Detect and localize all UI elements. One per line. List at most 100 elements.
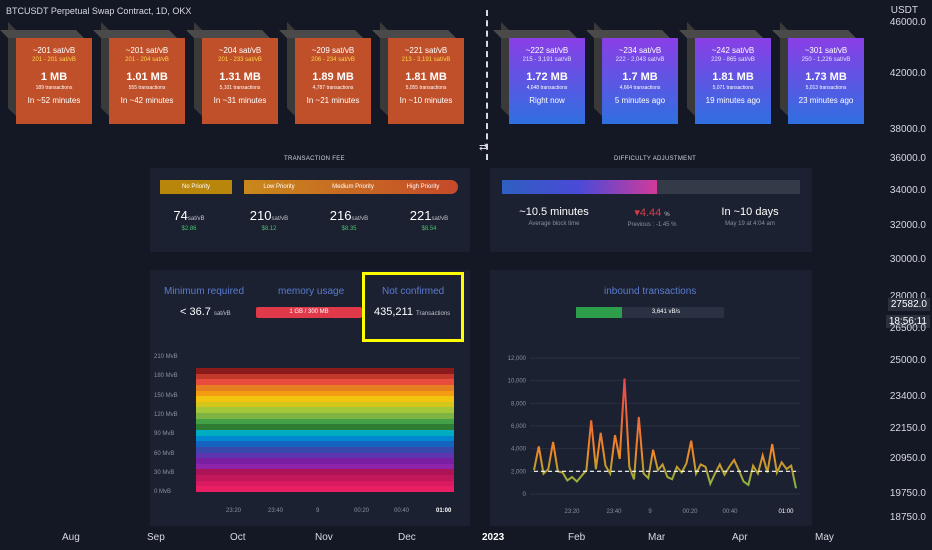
mined-block-0[interactable]: ~222 sat/vB 215 - 3,191 sat/vB 1.72 MB 4,64… [493, 22, 585, 124]
fee-value: 216 [329, 208, 352, 223]
mempool-y-tick: 210 MvB [154, 354, 178, 360]
price-tick: 46000.0 [889, 17, 926, 28]
block-top [586, 30, 670, 38]
fee-stat-0: 74sat/vB $2.86 [154, 208, 224, 232]
mempool-band [196, 373, 454, 380]
block-top [493, 30, 577, 38]
inbound-rate-fill [576, 307, 622, 318]
time-tick: Mar [648, 532, 666, 543]
difficulty-change-value: 4.44 [639, 207, 662, 219]
fee-unit: sat/vB [431, 216, 449, 222]
price-tick: 38000.0 [889, 124, 926, 135]
pending-block-3[interactable]: ~209 sat/vB 206 - 234 sat/vB 1.89 MB 4,787 … [279, 22, 371, 124]
high-priority-chip: High Priority [406, 184, 440, 190]
inbound-x-tick: 00:40 [722, 509, 738, 515]
mempool-band [196, 430, 454, 437]
mempool-band [196, 379, 454, 386]
fee-usd: $8.12 [261, 226, 277, 232]
price-axis[interactable]: 46000.0 42000.0 38000.0 36000.0 34000.0 32000… [884, 0, 932, 530]
difficulty-title: DIFFICULTY ADJUSTMENT [614, 156, 697, 162]
mempool-band [196, 368, 454, 375]
time-tick: Feb [568, 532, 586, 543]
price-tick: 32000.0 [889, 220, 926, 231]
block-fee: ~301 sat/vB [804, 46, 848, 55]
mempool-band [196, 463, 454, 470]
inbound-series-line [533, 378, 797, 489]
price-tick: 28000.0 [889, 291, 926, 302]
block-time: In ~21 minutes [306, 96, 360, 105]
block-top [372, 30, 456, 38]
mined-block-3[interactable]: ~301 sat/vB 250 - 1,226 sat/vB 1.73 MB 5,01… [772, 22, 864, 124]
pending-block-1[interactable]: ~201 sat/vB 201 - 204 sat/vB 1.01 MB 555 tr… [93, 22, 185, 124]
block-tx-count: 5,071 transactions [712, 85, 754, 91]
pending-block-0[interactable]: ~201 sat/vB 201 - 201 sat/vB 1 MB 189 trans… [0, 22, 92, 124]
mempool-x-tick: 23:20 [226, 508, 242, 514]
memory-usage-label: memory usage [278, 286, 345, 297]
block-face: ~201 sat/vB 201 - 204 sat/vB 1.01 MB 555 tr… [109, 38, 185, 124]
inbound-chart: 12,000 10,000 8,000 6,000 4,000 2,000 0 23:20 23… [508, 356, 800, 515]
block-fee-range: 215 - 3,191 sat/vB [522, 57, 572, 63]
block-size: 1.31 MB [219, 71, 261, 83]
mempool-y-tick: 120 MvB [154, 411, 178, 418]
block-fee-range: 222 - 2,043 sat/vB [615, 57, 665, 63]
block-time: In ~42 minutes [120, 96, 174, 105]
mempool-band [196, 435, 454, 442]
inbound-panel: inbound transactions 3,641 vB/s 12,000 10… [490, 270, 812, 526]
mempool-x-tick: 00:20 [354, 508, 370, 514]
inbound-y-tick: 8,000 [511, 401, 527, 407]
block-face: ~201 sat/vB 201 - 201 sat/vB 1 MB 189 trans… [16, 38, 92, 124]
price-tick: 22150.0 [889, 423, 926, 434]
next-adjustment-date: May 19 at 4:04 am [725, 221, 775, 227]
difficulty-panel: DIFFICULTY ADJUSTMENT ~10.5 minutes Aver… [490, 156, 812, 252]
time-tick: Aug [62, 532, 80, 543]
block-time: 5 minutes ago [614, 96, 666, 105]
time-tick: Nov [315, 532, 333, 543]
highlight-box [362, 272, 464, 342]
mempool-band [196, 441, 454, 448]
block-fee: ~209 sat/vB [311, 46, 355, 55]
fee-value: 221 [409, 208, 432, 223]
block-size: 1.7 MB [622, 71, 658, 83]
swap-arrows-icon[interactable]: ⇄ [479, 142, 488, 153]
mined-block-2[interactable]: ~242 sat/vB 229 - 865 sat/vB 1.81 MB 5,071 … [679, 22, 771, 124]
mempool-band [196, 469, 454, 476]
mempool-y-tick: 60 MvB [154, 450, 175, 457]
transaction-fee-panel: TRANSACTION FEE No Priority Low Priority… [150, 156, 470, 252]
block-fee: ~201 sat/vB [125, 46, 169, 55]
time-axis[interactable]: Aug Sep Oct Nov Dec 2023 Feb Mar Apr May [0, 528, 932, 550]
last-price-badge: 27582.0 [887, 298, 930, 311]
mempool-x-tick: 9 [316, 508, 320, 514]
mempool-band [196, 475, 454, 482]
mempool-y-tick: 90 MvB [154, 431, 175, 438]
avg-block-time-label: Average block time [528, 221, 580, 227]
price-tick: 30000.0 [889, 254, 926, 265]
transaction-fee-title: TRANSACTION FEE [284, 156, 345, 162]
pending-block-4[interactable]: ~221 sat/vB 213 - 3,191 sat/vB 1.81 MB 5,05… [372, 22, 464, 124]
not-confirmed-value: 435,211 [374, 306, 413, 318]
difficulty-change-unit: % [664, 212, 670, 218]
price-tick: 23400.0 [889, 391, 926, 402]
block-fee-range: 229 - 865 sat/vB [711, 57, 755, 63]
block-fee-range: 250 - 1,226 sat/vB [801, 57, 851, 63]
block-size: 1.73 MB [805, 71, 847, 83]
block-time: In ~52 minutes [27, 96, 81, 105]
block-face: ~222 sat/vB 215 - 3,191 sat/vB 1.72 MB 4,64… [509, 38, 585, 124]
inbound-rate-value: 3,641 vB/s [651, 309, 681, 315]
pending-block-2[interactable]: ~204 sat/vB 201 - 233 sat/vB 1.31 MB 5,101 … [186, 22, 278, 124]
block-tx-count: 555 transactions [128, 85, 166, 91]
block-face: ~204 sat/vB 201 - 233 sat/vB 1.31 MB 5,101 … [202, 38, 278, 124]
mempool-x-tick: 00:40 [394, 508, 410, 514]
time-tick: Apr [732, 532, 748, 543]
block-fee-range: 201 - 233 sat/vB [218, 57, 262, 63]
mempool-x-tick: 01:00 [436, 508, 452, 514]
inbound-x-tick: 00:20 [682, 509, 698, 515]
block-time: In ~10 minutes [399, 96, 453, 105]
mempool-band [196, 480, 454, 487]
block-size: 1.89 MB [312, 71, 354, 83]
fee-usd: $8.54 [421, 226, 437, 232]
not-confirmed-label: Not confirmed [382, 286, 445, 297]
block-tx-count: 189 transactions [35, 85, 73, 91]
mined-block-1[interactable]: ~234 sat/vB 222 - 2,043 sat/vB 1.7 MB 4,664… [586, 22, 678, 124]
mempool-band [196, 413, 454, 420]
fee-value: 210 [249, 208, 272, 223]
